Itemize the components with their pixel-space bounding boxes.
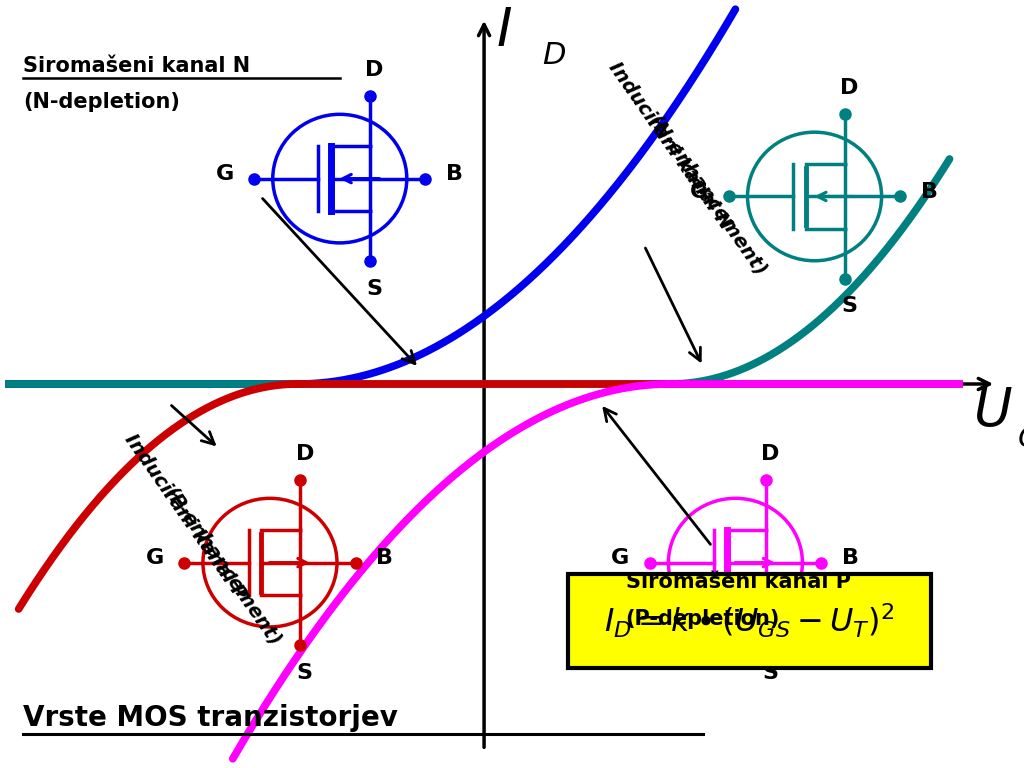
Text: D: D [366,61,384,81]
Text: G: G [145,548,164,568]
Text: B: B [921,182,938,202]
Text: (P-depletion): (P-depletion) [626,609,780,629]
FancyBboxPatch shape [568,574,931,667]
Text: (P-enhancement): (P-enhancement) [160,484,285,650]
Text: Inducirani kanal N: Inducirani kanal N [605,58,735,233]
Text: G: G [690,182,709,202]
Text: $I_D=k\bullet(U_{GS}-U_T)^2$: $I_D=k\bullet(U_{GS}-U_T)^2$ [604,601,895,640]
Text: $I$: $I$ [497,5,512,58]
Text: (N-enhancement): (N-enhancement) [644,111,770,280]
Text: B: B [376,548,393,568]
Text: D: D [761,445,779,465]
Text: $U$: $U$ [973,385,1013,437]
Text: G: G [611,548,630,568]
Text: B: B [842,548,858,568]
Text: Siromašeni kanal N: Siromašeni kanal N [24,56,251,76]
Text: Inducirani kanal P: Inducirani kanal P [121,430,250,604]
Text: (N-depletion): (N-depletion) [24,91,180,111]
Text: $D$: $D$ [542,41,566,70]
Text: S: S [367,279,383,299]
Text: Vrste MOS tranzistorjev: Vrste MOS tranzistorjev [24,704,398,732]
Text: S: S [762,663,778,683]
Text: S: S [297,663,312,683]
Text: D: D [840,78,858,98]
Text: S: S [842,296,857,316]
Text: $GS$: $GS$ [1017,425,1024,453]
Text: Siromašeni kanal P: Siromašeni kanal P [626,571,851,591]
Text: G: G [215,164,233,184]
Text: B: B [445,164,463,184]
Text: D: D [296,445,314,465]
